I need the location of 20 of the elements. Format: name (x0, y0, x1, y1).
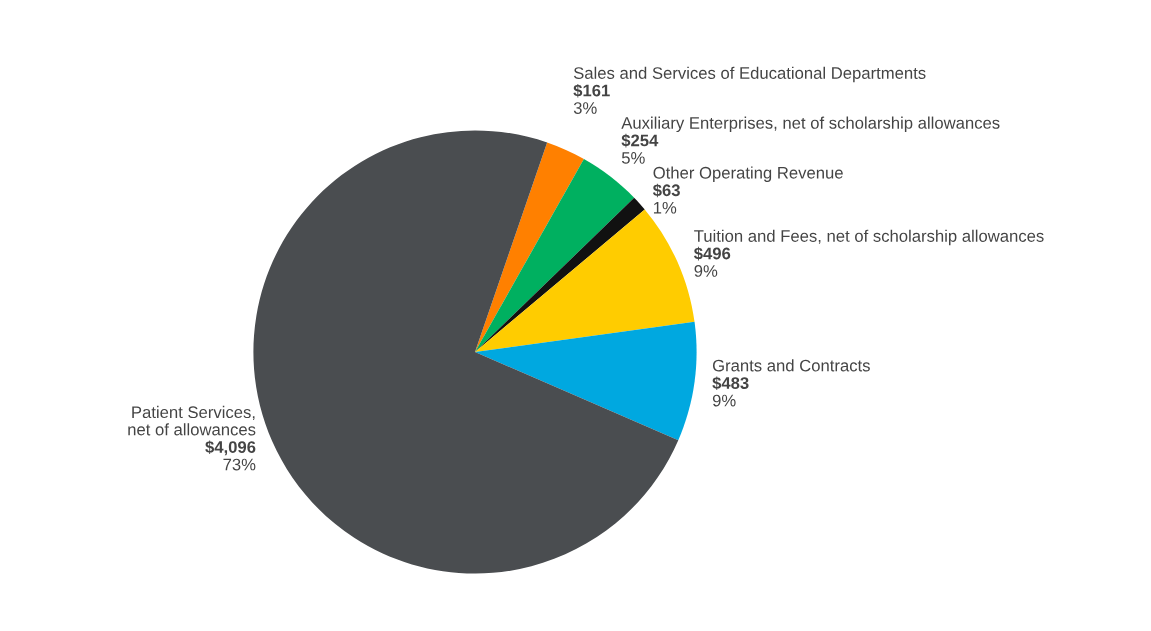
text: 9% (712, 394, 736, 407)
text: 3% (573, 102, 597, 114)
slice-label: Sales and Services of Educational Departments (573, 66, 926, 83)
slice-label: Auxiliary Enterprises, net of scholarship allowances (621, 116, 1000, 133)
slice-label: Other Operating Revenue (653, 166, 843, 182)
text: 73% (223, 458, 256, 471)
pie-slice (475, 321, 697, 441)
text: 5% (621, 152, 645, 164)
data-label: $483 (712, 376, 749, 391)
slice-label: Tuition and Fees, net of scholarship allowances (694, 229, 1044, 246)
slice-label: Patient Services, net of allowances (128, 405, 256, 436)
data-label: $161 (573, 83, 610, 98)
text: 1% (653, 201, 677, 214)
slice-label: Grants and Contracts (712, 359, 870, 372)
data-label: $4,096 (205, 440, 256, 456)
text: 9% (694, 265, 718, 277)
data-label: $496 (693, 246, 731, 261)
data-label: $63 (652, 183, 680, 198)
data-label: $254 (621, 133, 659, 148)
pie-slice (475, 142, 584, 352)
